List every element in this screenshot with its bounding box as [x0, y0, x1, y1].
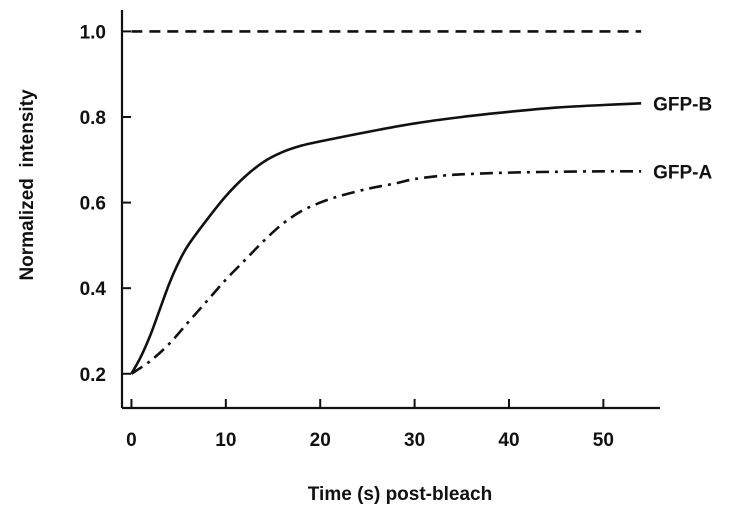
y-tick-label: 0.2	[80, 365, 106, 386]
x-tick-label: 40	[498, 430, 519, 451]
y-tick-label: 0.6	[80, 194, 106, 215]
x-tick-label: 20	[310, 430, 331, 451]
series-layer	[130, 30, 642, 375]
series-labels: GFP-B GFP-A	[653, 94, 712, 183]
y-axis-label: Normalized intensity	[17, 89, 38, 281]
y-tick-label: 1.0	[80, 22, 106, 43]
x-axis-label: Time (s) post-bleach	[308, 484, 492, 505]
series-label-gfp-a: GFP-A	[653, 162, 712, 183]
series-label-gfp-b: GFP-B	[653, 94, 712, 115]
x-tick-label: 50	[593, 430, 614, 451]
plot-area: 0.2 0.4 0.6 0.8 1.0 0 10 20 30 40 50 GFP-B GFP-A	[80, 10, 713, 451]
series-line-gfp-b	[130, 101, 642, 375]
y-tick-label: 0.4	[80, 279, 107, 300]
x-tick-label: 0	[126, 430, 137, 451]
y-tick-label: 0.8	[80, 108, 106, 129]
x-axis-ticks: 0 10 20 30 40 50	[126, 399, 614, 451]
series-line-gfp-a	[130, 170, 642, 375]
x-tick-label: 10	[215, 430, 236, 451]
y-axis-ticks: 0.2 0.4 0.6 0.8 1.0	[80, 22, 131, 386]
x-tick-label: 30	[404, 430, 425, 451]
